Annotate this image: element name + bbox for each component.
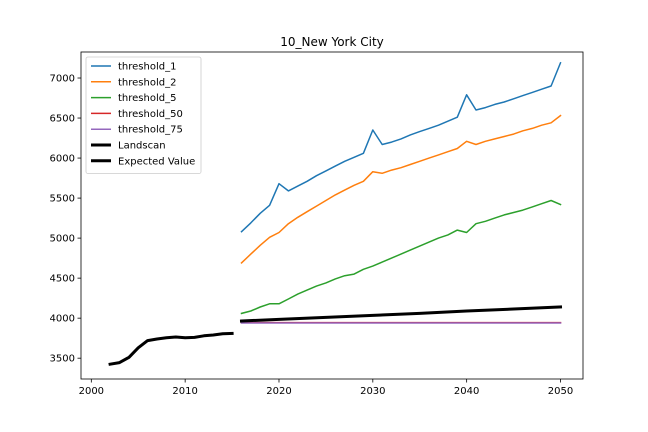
y-tick-label: 3500 xyxy=(50,354,75,365)
legend-label: Expected Value xyxy=(118,156,195,167)
legend-label: threshold_2 xyxy=(118,77,176,88)
x-tick-label: 2010 xyxy=(172,386,197,397)
legend-label: threshold_5 xyxy=(118,93,176,104)
x-tick-label: 2000 xyxy=(79,386,104,397)
y-tick-label: 4000 xyxy=(50,314,75,325)
y-tick-label: 5500 xyxy=(50,194,75,205)
plot-area xyxy=(108,61,563,366)
legend-box xyxy=(85,56,202,174)
y-tick-label: 7000 xyxy=(50,74,75,85)
y-tick-label: 6000 xyxy=(50,154,75,165)
series-line-threshold-1 xyxy=(240,61,562,233)
legend-label: threshold_75 xyxy=(118,125,183,136)
x-tick-label: 2040 xyxy=(454,386,479,397)
legend-label: threshold_1 xyxy=(118,62,176,73)
series-line-threshold-5 xyxy=(240,199,562,315)
legend: threshold_1 threshold_2 threshold_5thresho… xyxy=(85,56,202,174)
y-axis: 3500 4000 4500 5000 5500 6000 6500 7000 xyxy=(50,74,81,365)
series-line-threshold-2 xyxy=(240,114,562,264)
chart-title: 10_New York City xyxy=(280,35,384,49)
x-tick-label: 2020 xyxy=(266,386,291,397)
series-line-expected-value xyxy=(239,305,563,323)
x-tick-label: 2030 xyxy=(360,386,385,397)
legend-label: Landscan xyxy=(118,141,166,152)
x-tick-label: 2050 xyxy=(548,386,573,397)
x-axis: 2000 2010 2020 2030 2040 2050 xyxy=(79,379,573,397)
y-tick-label: 4500 xyxy=(50,274,75,285)
y-tick-label: 6500 xyxy=(50,114,75,125)
legend-label: threshold_50 xyxy=(118,109,183,120)
y-tick-label: 5000 xyxy=(50,234,75,245)
series-line-landscan xyxy=(108,331,234,366)
axes-frame xyxy=(80,51,584,380)
